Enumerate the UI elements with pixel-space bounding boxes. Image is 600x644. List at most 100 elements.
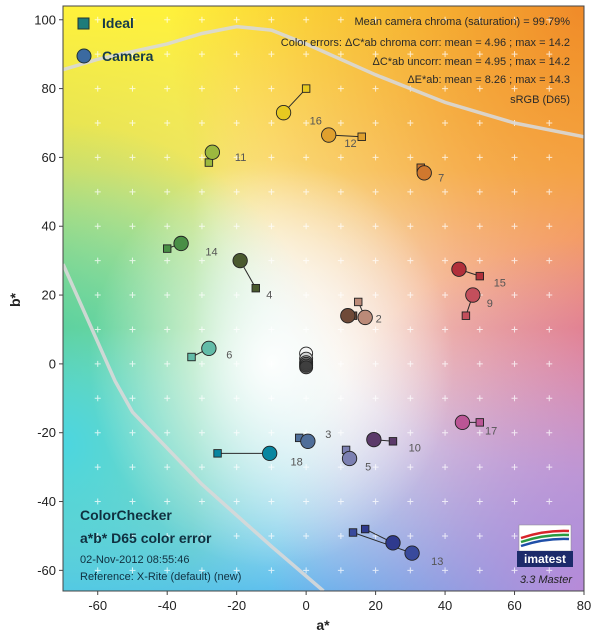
grid-cross	[511, 498, 518, 505]
grid-cross	[511, 154, 518, 161]
grid-cross	[198, 120, 205, 126]
grid-cross	[337, 51, 344, 58]
grid-cross	[129, 154, 136, 161]
grid-cross	[511, 51, 518, 58]
grid-cross	[129, 85, 136, 92]
grid-cross	[372, 395, 379, 402]
y-tick-label: -40	[37, 494, 56, 509]
grid-cross	[337, 395, 344, 402]
caption-subtitle: a*b* D65 color error	[80, 530, 212, 546]
grid-cross	[94, 154, 101, 161]
grid-cross	[164, 567, 171, 574]
grid-cross	[129, 188, 136, 195]
summary-colorspace: sRGB (D65)	[510, 94, 570, 106]
grid-cross	[337, 188, 344, 195]
grid-cross	[407, 464, 414, 471]
grid-cross	[372, 360, 379, 367]
grid-cross	[129, 567, 136, 574]
summary-de-line: ΔE*ab: mean = 8.26 ; max = 14.3	[407, 74, 570, 86]
grid-cross	[268, 360, 275, 367]
grid-cross	[372, 464, 379, 471]
legend-camera-swatch	[76, 48, 92, 64]
grid-cross	[442, 16, 449, 23]
grid-cross	[372, 16, 379, 23]
y-tick-label: -60	[37, 563, 56, 578]
grid-cross	[233, 51, 240, 58]
grid-cross	[268, 292, 275, 299]
grid-cross	[442, 532, 449, 539]
ideal-marker-8	[348, 528, 358, 537]
patch-label-11: 11	[235, 152, 246, 164]
grid-cross	[303, 257, 310, 264]
camera-marker-3	[300, 433, 316, 449]
grid-cross	[198, 292, 205, 299]
patch-label-16: 16	[310, 116, 322, 128]
grid-cross	[546, 326, 553, 333]
grid-cross	[407, 326, 414, 333]
grid-cross	[372, 567, 379, 574]
summary-corr-line: Color errors: ΔC*ab chroma corr: mean = …	[281, 37, 570, 49]
grid-cross	[268, 395, 275, 402]
connector-8	[352, 532, 413, 554]
grid-cross	[233, 567, 240, 574]
grid-cross	[268, 532, 275, 539]
grid-cross	[546, 257, 553, 264]
camera-marker-18	[262, 445, 278, 462]
grid-cross	[337, 326, 344, 333]
grid-cross	[94, 395, 101, 402]
caption-reference: Reference: X-Rite (default) (new)	[80, 571, 241, 583]
grid-cross	[198, 532, 205, 539]
y-tick-label: 60	[42, 150, 56, 165]
camera-markers	[173, 105, 481, 561]
grid-cross	[476, 360, 483, 367]
grid-cross	[94, 360, 101, 367]
grid-cross	[476, 429, 483, 436]
grid-cross	[546, 85, 553, 92]
grid-cross	[198, 567, 205, 574]
grid-cross	[546, 464, 553, 471]
grid-cross	[442, 85, 449, 92]
grid-cross	[233, 292, 240, 299]
ideal-marker-9	[461, 311, 471, 320]
ideal-marker-4	[251, 283, 260, 293]
grid-cross	[268, 464, 275, 471]
grid-cross	[337, 85, 344, 92]
grid-cross	[546, 154, 553, 161]
grid-cross	[442, 360, 449, 367]
grid-cross	[233, 429, 240, 436]
grid-cross	[546, 292, 553, 299]
grid-cross	[198, 16, 205, 23]
grid-cross	[476, 464, 483, 471]
patch-label-14: 14	[205, 246, 217, 258]
grid-cross	[198, 223, 205, 230]
grid-cross	[198, 498, 205, 505]
grid-cross	[407, 567, 414, 574]
ideal-marker-15	[475, 271, 484, 281]
legend: Ideal Camera	[76, 15, 154, 64]
grid-cross	[511, 223, 518, 230]
grid-cross	[511, 567, 518, 574]
grid-cross	[337, 532, 344, 539]
grid-cross	[268, 567, 275, 574]
grid-cross	[233, 85, 240, 92]
grid-cross	[372, 85, 379, 92]
ideal-marker-16	[301, 84, 311, 93]
grid	[94, 16, 553, 574]
grid-cross	[337, 292, 344, 299]
grid-cross	[407, 16, 414, 23]
grid-cross	[372, 326, 379, 333]
grid-cross	[546, 223, 553, 230]
grid-cross	[407, 120, 414, 126]
grid-cross	[407, 223, 414, 230]
grid-cross	[164, 326, 171, 333]
grid-cross	[407, 360, 414, 367]
grid-cross	[198, 464, 205, 471]
grid-cross	[407, 188, 414, 195]
imatest-logo: imatest	[517, 524, 573, 567]
y-tick-label: 80	[42, 81, 56, 96]
grid-cross	[233, 326, 240, 333]
grid-cross	[337, 567, 344, 574]
camera-marker-12	[321, 127, 337, 143]
camera-marker-6	[201, 340, 217, 357]
